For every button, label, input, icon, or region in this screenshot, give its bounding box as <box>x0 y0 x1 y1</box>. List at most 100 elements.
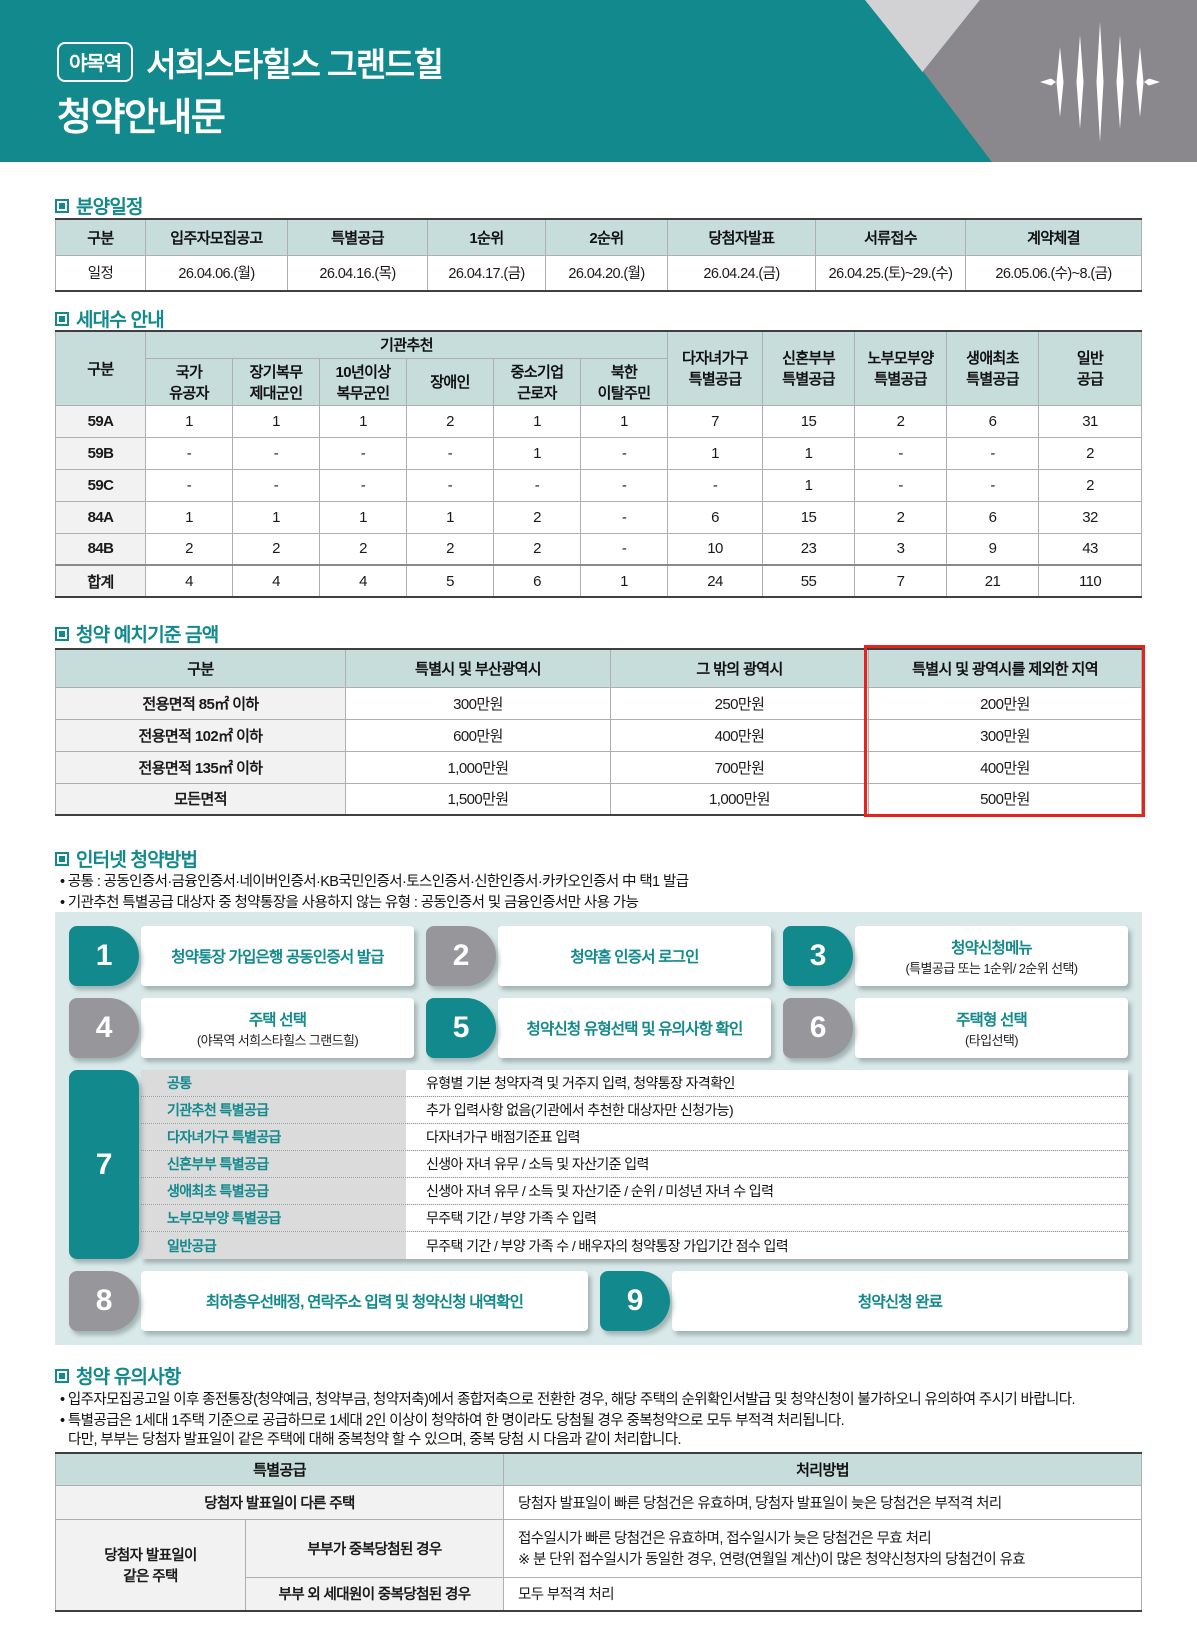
header-banner: 야목역 서희스타힐스 그랜드힐 청약안내문 <box>0 0 1197 162</box>
cell: 1 <box>762 468 856 502</box>
row-label: 일정 <box>55 254 146 292</box>
col-header: 특별시 및 부산광역시 <box>345 648 611 688</box>
step-7-row-label: 기관추천 특별공급 <box>141 1097 406 1123</box>
step-7-row-desc: 무주택 기간 / 부양 가족 수 입력 <box>406 1205 1128 1231</box>
cell: 2 <box>232 532 320 566</box>
flyer-subtitle: 청약안내문 <box>57 97 226 139</box>
schedule-header-row: 구분 입주자모집공고 특별공급 1순위 2순위 당첨자발표 서류접수 계약체결 <box>55 218 1142 256</box>
row-label: 당첨자 발표일이 같은 주택 <box>55 1518 246 1612</box>
step-number-badge: 8 <box>69 1271 139 1331</box>
col-header: 계약체결 <box>965 218 1142 256</box>
cell: 4 <box>232 564 320 598</box>
step-7-row: 다자녀가구 특별공급 다자녀가구 배점기준표 입력 <box>141 1124 1128 1151</box>
table-row: 59C - - - - - - - 1 - - 2 <box>55 468 1142 502</box>
cell: 4 <box>319 564 407 598</box>
step-number-badge: 5 <box>426 998 496 1058</box>
notes-header-row: 특별공급 처리방법 <box>55 1452 1142 1486</box>
col-group-header: 기관추천 <box>144 330 669 359</box>
cell: 400만원 <box>868 750 1142 784</box>
step-subtitle: (특별공급 또는 1순위/ 2순위 선택) <box>905 960 1078 976</box>
col-header: 장애인 <box>406 357 494 406</box>
section-marker-icon <box>55 851 69 866</box>
cell: 15 <box>762 404 856 438</box>
cell: 43 <box>1038 532 1142 566</box>
col-header: 다자녀가구 특별공급 <box>667 330 764 406</box>
cell: 26.04.20.(월) <box>545 254 668 292</box>
cell: 당첨자 발표일이 빠른 당첨건은 유효하며, 당첨자 발표일이 늦은 당첨건은 … <box>503 1484 1142 1520</box>
cell: 2 <box>406 404 494 438</box>
cell: - <box>854 436 948 470</box>
step-number-badge: 2 <box>426 926 496 986</box>
col-header: 특별시 및 광역시를 제외한 지역 <box>868 648 1142 688</box>
step-7-row-label: 다자녀가구 특별공급 <box>141 1124 406 1150</box>
row-label: 모든면적 <box>55 782 346 816</box>
cell: 200만원 <box>868 686 1142 720</box>
table-row: 전용면적 135㎡ 이하 1,000만원 700만원 400만원 <box>55 750 1142 784</box>
cell: 110 <box>1038 564 1142 598</box>
step-number-badge: 3 <box>783 926 853 986</box>
cell: 300만원 <box>868 718 1142 752</box>
step-title: 최하층우선배정, 연락주소 입력 및 청약신청 내역확인 <box>205 1294 524 1311</box>
cell: - <box>406 436 494 470</box>
cell: 24 <box>667 564 764 598</box>
step-7-row-label: 일반공급 <box>141 1232 406 1259</box>
cell: 6 <box>493 564 581 598</box>
table-row: 59B - - - - 1 - 1 1 - - 2 <box>55 436 1142 470</box>
col-header: 신혼부부 특별공급 <box>762 330 856 406</box>
step-number-badge: 9 <box>600 1271 670 1331</box>
notes-bullet-2: • 특별공급은 1세대 1주택 기준으로 공급하므로 1세대 2인 이상이 청약… <box>60 1413 845 1429</box>
cell: - <box>854 468 948 502</box>
section-title: 청약 예치기준 금액 <box>76 625 219 646</box>
col-header: 생애최초 특별공급 <box>946 330 1040 406</box>
step-title: 청약홈 인증서 로그인 <box>570 949 699 966</box>
cell: 10 <box>667 532 764 566</box>
step-7-row: 생애최초 특별공급 신생아 자녀 유무 / 소득 및 자산기준 / 순위 / 미성… <box>141 1178 1128 1205</box>
cell: - <box>145 468 233 502</box>
cell: 26.04.24.(금) <box>667 254 816 292</box>
cell: 접수일시가 빠른 당첨건은 유효하며, 접수일시가 늦은 당첨건은 무효 처리 … <box>503 1518 1142 1578</box>
cell: 2 <box>319 532 407 566</box>
cell: 300만원 <box>345 686 611 720</box>
steps-panel: 1 청약통장 가입은행 공동인증서 발급 2 청약홈 인증서 로그인 3 청약신… <box>55 912 1142 1345</box>
col-header: 구분 <box>55 648 346 688</box>
table-row: 전용면적 85㎡ 이하 300만원 250만원 200만원 <box>55 686 1142 720</box>
cell: 55 <box>762 564 856 598</box>
step-7-row-label: 노부모부양 특별공급 <box>141 1205 406 1231</box>
step-number-badge: 6 <box>783 998 853 1058</box>
cell: 1,500만원 <box>345 782 611 816</box>
section-title: 인터넷 청약방법 <box>76 850 198 871</box>
cell: 1,000만원 <box>345 750 611 784</box>
cell: - <box>319 436 407 470</box>
notes-bullet-2-continued: 다만, 부부는 당첨자 발표일이 같은 주택에 대해 중복청약 할 수 있으며,… <box>68 1432 682 1448</box>
row-label: 59C <box>55 468 146 502</box>
flyer-title: 서희스타힐스 그랜드힐 <box>146 46 444 83</box>
step-7-row: 기관추천 특별공급 추가 입력사항 없음(기관에서 추천한 대상자만 신청가능) <box>141 1097 1128 1124</box>
cell: 31 <box>1038 404 1142 438</box>
cell: 1 <box>232 404 320 438</box>
cell: 26.04.06.(월) <box>145 254 288 292</box>
col-header: 1순위 <box>427 218 546 256</box>
cell: 2 <box>854 500 948 534</box>
step-title: 청약신청 완료 <box>857 1294 943 1311</box>
table-row: 모든면적 1,500만원 1,000만원 500만원 <box>55 782 1142 816</box>
step-7-row: 일반공급 무주택 기간 / 부양 가족 수 / 배우자의 청약통장 가입기간 점수… <box>141 1232 1128 1259</box>
table-row: 84A 1 1 1 1 2 - 6 15 2 6 32 <box>55 500 1142 534</box>
step-number-badge-7: 7 <box>69 1070 139 1259</box>
cell: 26.04.16.(목) <box>287 254 428 292</box>
col-header: 특별공급 <box>287 218 428 256</box>
cell: 1,000만원 <box>610 782 869 816</box>
step-card-3: 3 청약신청메뉴 (특별공급 또는 1순위/ 2순위 선택) <box>783 926 1128 986</box>
step-title: 주택 선택 <box>248 1011 307 1029</box>
step-7-row-desc: 신생아 자녀 유무 / 소득 및 자산기준 / 순위 / 미성년 자녀 수 입력 <box>406 1178 1128 1204</box>
section-heading-internet: 인터넷 청약방법 <box>55 845 198 872</box>
step-title: 청약신청 유형선택 및 유의사항 확인 <box>526 1021 744 1038</box>
table-row: 당첨자 발표일이 같은 주택 부부가 중복당첨된 경우 접수일시가 빠른 당첨건… <box>55 1518 1142 1612</box>
table-row: 59A 1 1 1 2 1 1 7 15 2 6 31 <box>55 404 1142 438</box>
col-header: 2순위 <box>545 218 668 256</box>
col-header: 서류접수 <box>815 218 966 256</box>
cell: 9 <box>946 532 1040 566</box>
table-row: 부부 외 세대원이 중복당첨된 경우 모두 부적격 처리 <box>56 1576 1142 1612</box>
row-label: 84B <box>55 532 146 566</box>
col-header: 일반 공급 <box>1038 330 1142 406</box>
